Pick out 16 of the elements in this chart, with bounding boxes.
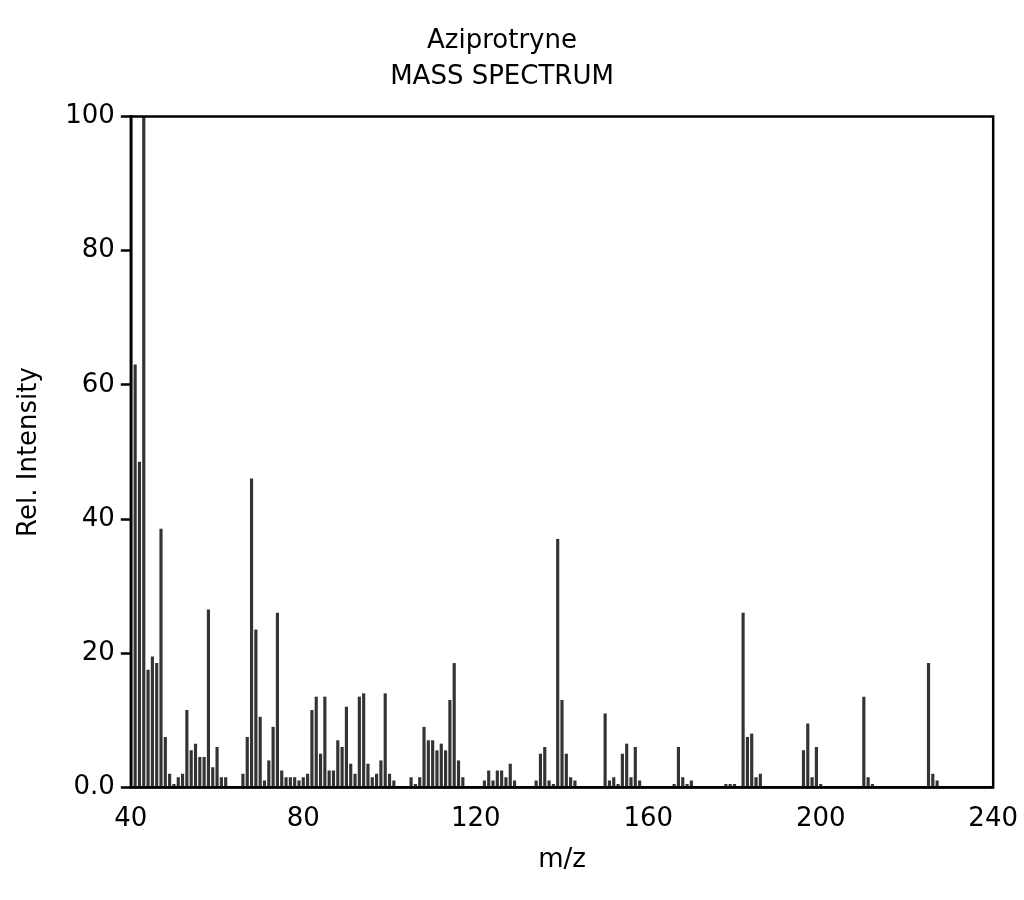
x-tick-label: 120: [450, 801, 501, 832]
x-tick-label: 200: [795, 801, 846, 832]
x-tick-label: 80: [286, 801, 320, 832]
x-tick-label: 160: [623, 801, 674, 832]
x-axis-title: m/z: [538, 843, 586, 874]
y-tick-label: 40: [81, 501, 115, 532]
y-tick-label: 60: [81, 367, 115, 398]
y-tick-label: 80: [81, 233, 115, 264]
y-tick-label: 0.0: [73, 770, 115, 801]
x-tick-label: 240: [968, 801, 1019, 832]
y-axis-title: Rel. Intensity: [12, 367, 43, 537]
chart-subtitle: MASS SPECTRUM: [390, 59, 614, 90]
x-tick-label: 40: [114, 801, 148, 832]
y-tick-label: 20: [81, 636, 115, 667]
y-tick-label: 100: [65, 99, 115, 130]
chart-title: Aziprotryne: [427, 24, 577, 55]
